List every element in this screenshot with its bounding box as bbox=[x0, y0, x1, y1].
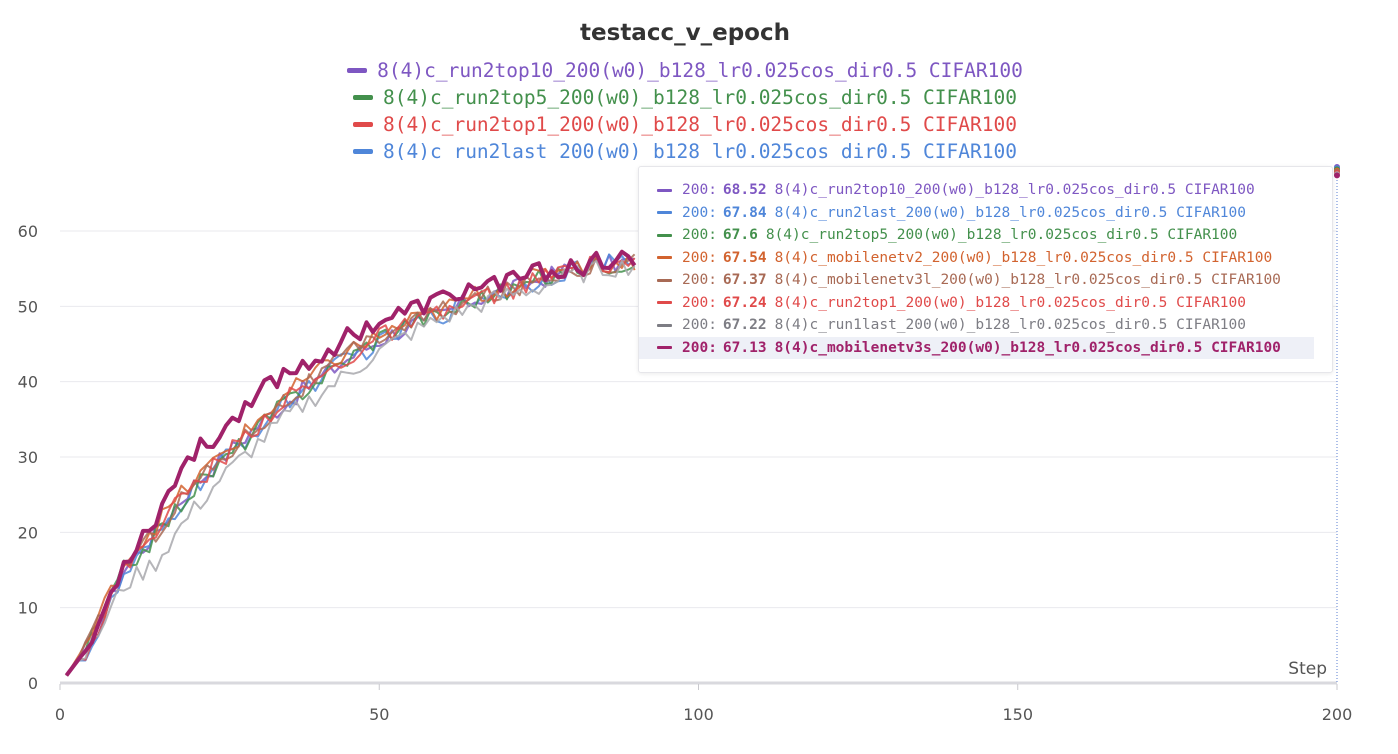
tooltip-value: 67.84 bbox=[722, 204, 767, 221]
series-line-7 bbox=[64, 249, 637, 677]
tooltip-swatch bbox=[657, 346, 672, 350]
tooltip-step: 200: bbox=[682, 294, 717, 311]
tooltip-run-name: 8(4)c_mobilenetv2_200(w0)_b128_lr0.025co… bbox=[774, 249, 1273, 266]
tooltip-swatch bbox=[657, 211, 672, 215]
legend-label: 8(4)c_run2last_200(w0)_b128_lr0.025cos_d… bbox=[383, 140, 1017, 160]
x-axis-label: Step bbox=[1288, 659, 1327, 679]
tooltip-step: 200: bbox=[682, 182, 717, 199]
y-tick-label: 10 bbox=[18, 599, 38, 618]
series-line-2 bbox=[65, 257, 636, 677]
legend-item[interactable]: 8(4)c_run2top1_200(w0)_b128_lr0.025cos_d… bbox=[0, 111, 1370, 138]
tooltip-step: 200: bbox=[682, 317, 717, 334]
tooltip-swatch bbox=[657, 188, 672, 192]
tooltip-run-name: 8(4)c_run2top1_200(w0)_b128_lr0.025cos_d… bbox=[774, 294, 1246, 311]
tooltip-run-name: 8(4)c_run2top10_200(w0)_b128_lr0.025cos_… bbox=[774, 182, 1255, 199]
y-tick-label: 50 bbox=[18, 297, 38, 316]
tooltip-value: 67.22 bbox=[722, 317, 767, 334]
tooltip-value: 67.13 bbox=[722, 339, 767, 356]
tooltip-row: 200: 67.84 8(4)c_run2last_200(w0)_b128_lr0… bbox=[639, 202, 1332, 225]
tooltip-row: 200: 67.13 8(4)c_mobilenetv3s_200(w0)_b128… bbox=[639, 336, 1314, 359]
tooltip-row: 200: 67.37 8(4)c_mobilenetv3l_200(w0)_b128… bbox=[639, 269, 1332, 292]
tooltip-step: 200: bbox=[682, 272, 717, 289]
series-lines bbox=[64, 249, 637, 677]
tooltip-row: 200: 67.54 8(4)c_mobilenetv2_200(w0)_b128_… bbox=[639, 247, 1332, 270]
y-tick-label: 0 bbox=[28, 674, 38, 693]
tooltip-value: 67.6 bbox=[722, 227, 758, 244]
legend-swatch bbox=[353, 95, 374, 100]
tooltip-run-name: 8(4)c_mobilenetv3s_200(w0)_b128_lr0.025c… bbox=[774, 339, 1281, 356]
tooltip-run-name: 8(4)c_run1last_200(w0)_b128_lr0.025cos_d… bbox=[774, 317, 1246, 334]
series-line-6 bbox=[65, 259, 636, 677]
tooltip-run-name: 8(4)c_run2top5_200(w0)_b128_lr0.025cos_d… bbox=[765, 227, 1238, 244]
legend-label: 8(4)c_run2top10_200(w0)_b128_lr0.025cos_… bbox=[377, 59, 1023, 82]
y-tick-label: 20 bbox=[18, 523, 38, 542]
series-line-4 bbox=[65, 253, 636, 677]
tooltip-step: 200: bbox=[682, 204, 717, 221]
series-line-1 bbox=[65, 253, 635, 677]
hover-tooltip: 200: 68.52 8(4)c_run2top10_200(w0)_b128_lr… bbox=[638, 166, 1333, 373]
tooltip-swatch bbox=[657, 301, 672, 305]
series-line-5 bbox=[65, 255, 636, 677]
legend-swatch bbox=[353, 122, 374, 127]
legend-item[interactable]: 8(4)c_run2top10_200(w0)_b128_lr0.025cos_… bbox=[0, 57, 1370, 84]
tooltip-row: 200: 67.6 8(4)c_run2top5_200(w0)_b128_lr0.… bbox=[639, 224, 1332, 247]
legend-label: 8(4)c_run2top1_200(w0)_b128_lr0.025cos_d… bbox=[383, 113, 1017, 136]
tooltip-swatch bbox=[657, 323, 672, 327]
series-line-0 bbox=[65, 253, 635, 677]
tooltip-run-name: 8(4)c_run2last_200(w0)_b128_lr0.025cos_d… bbox=[774, 204, 1246, 221]
tooltip-row: 200: 67.22 8(4)c_run1last_200(w0)_b128_lr0… bbox=[639, 314, 1332, 337]
legend-swatch bbox=[347, 68, 368, 73]
tooltip-step: 200: bbox=[682, 249, 717, 266]
tooltip-value: 67.54 bbox=[722, 249, 767, 266]
tooltip-step: 200: bbox=[682, 227, 717, 244]
x-tick-label: 200 bbox=[1322, 705, 1353, 724]
tooltip-value: 68.52 bbox=[722, 182, 767, 199]
legend: 8(4)c_run2top10_200(w0)_b128_lr0.025cos_… bbox=[0, 57, 1370, 160]
tooltip-swatch bbox=[657, 278, 672, 282]
hover-marker bbox=[1334, 172, 1340, 179]
tooltip-step: 200: bbox=[682, 339, 717, 356]
tooltip-swatch bbox=[657, 256, 672, 260]
legend-item[interactable]: 8(4)c_run2top5_200(w0)_b128_lr0.025cos_d… bbox=[0, 84, 1370, 111]
x-tick-label: 0 bbox=[55, 705, 65, 724]
chart-title: testacc_v_epoch bbox=[580, 20, 790, 46]
tooltip-swatch bbox=[657, 233, 672, 237]
x-tick-label: 100 bbox=[683, 705, 714, 724]
legend-swatch bbox=[353, 149, 374, 154]
legend-item[interactable]: 8(4)c_run2last_200(w0)_b128_lr0.025cos_d… bbox=[0, 138, 1370, 160]
series-line-3 bbox=[65, 254, 636, 677]
y-tick-label: 30 bbox=[18, 448, 38, 467]
x-tick-label: 150 bbox=[1002, 705, 1033, 724]
tooltip-rows: 200: 68.52 8(4)c_run2top10_200(w0)_b128_lr… bbox=[639, 167, 1332, 359]
legend-label: 8(4)c_run2top5_200(w0)_b128_lr0.025cos_d… bbox=[383, 86, 1017, 109]
y-tick-label: 60 bbox=[18, 222, 38, 241]
tooltip-value: 67.37 bbox=[722, 272, 767, 289]
tooltip-value: 67.24 bbox=[722, 294, 767, 311]
tooltip-row: 200: 67.24 8(4)c_run2top1_200(w0)_b128_lr0… bbox=[639, 292, 1332, 315]
tooltip-run-name: 8(4)c_mobilenetv3l_200(w0)_b128_lr0.025c… bbox=[774, 272, 1281, 289]
axes: 0 10 20 30 40 50 60 0 50 100 150 200 Step bbox=[18, 164, 1353, 724]
tooltip-row: 200: 68.52 8(4)c_run2top10_200(w0)_b128_lr… bbox=[639, 179, 1332, 202]
x-tick-label: 50 bbox=[369, 705, 389, 724]
y-tick-label: 40 bbox=[18, 373, 38, 392]
